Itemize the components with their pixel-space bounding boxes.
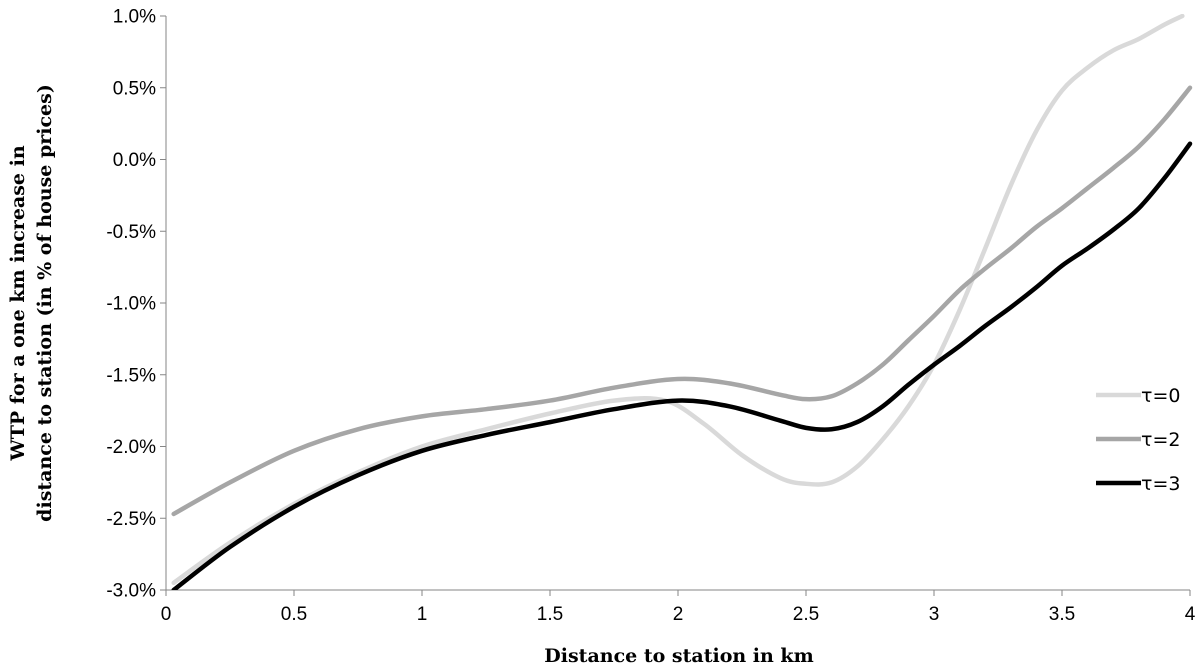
x-tick-label: 3 — [929, 604, 940, 625]
x-tick-label: 4 — [1185, 604, 1196, 625]
legend-label-1: τ=0 — [1141, 385, 1180, 407]
y-tick-label: 0.0% — [113, 150, 156, 171]
chart-series — [171, 14, 1193, 590]
x-tick-label: 2 — [673, 604, 684, 625]
x-axis-title: Distance to station in km — [544, 645, 813, 667]
series-line-1 — [171, 14, 1185, 586]
x-tick-label: 0 — [161, 604, 172, 625]
y-axis-title-line: distance to station (in % of house price… — [34, 84, 56, 522]
y-tick-label: 1.0% — [113, 7, 156, 28]
x-tick-label: 1.5 — [537, 604, 563, 625]
series-line-2 — [171, 85, 1193, 517]
y-tick-label: -1.5% — [106, 365, 156, 386]
y-tick-label: -0.5% — [106, 222, 156, 243]
y-tick-label: -2.5% — [106, 509, 156, 530]
legend-label-3: τ=3 — [1141, 473, 1180, 495]
y-tick-label: -1.0% — [106, 294, 156, 315]
x-tick-label: 3.5 — [1049, 604, 1075, 625]
y-tick-label: -2.0% — [106, 437, 156, 458]
y-axis-title-line: WTP for a one km increase in — [7, 145, 29, 461]
chart-legend: τ=0 τ=2 τ=3 — [1096, 385, 1180, 495]
chart-titles: Distance to station in km WTP for a one k… — [7, 84, 814, 667]
x-tick-label: 1 — [417, 604, 428, 625]
chart-axes: -3.0% -2.5% -2.0% -1.5% -1.0% -0.5% 0.0% 0.5% 1.… — [106, 7, 1195, 626]
series-line-3 — [171, 141, 1193, 590]
y-axis-title: WTP for a one km increase in distance to … — [7, 84, 56, 522]
y-tick-label: -3.0% — [106, 581, 156, 602]
x-tick-label: 0.5 — [281, 604, 307, 625]
y-tick-label: 0.5% — [113, 78, 156, 99]
legend-label-2: τ=2 — [1141, 429, 1180, 451]
x-tick-label: 2.5 — [793, 604, 819, 625]
